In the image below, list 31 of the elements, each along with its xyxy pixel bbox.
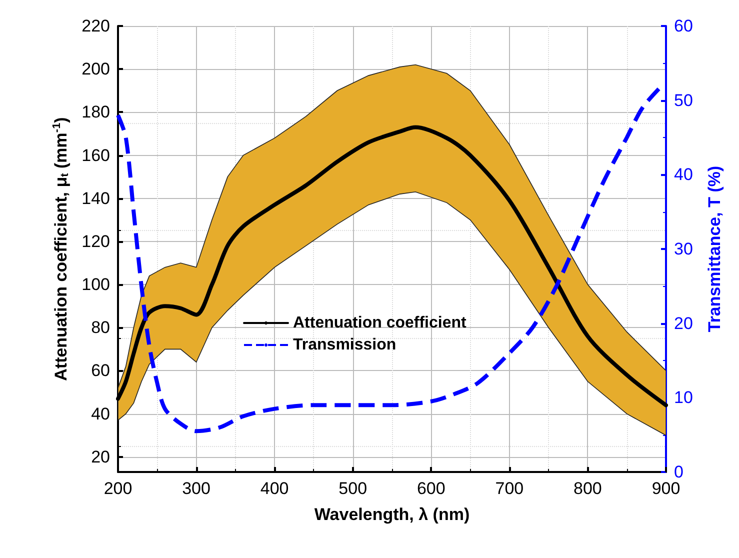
y-tick-label: 100 bbox=[82, 275, 110, 294]
y-tick-label: 120 bbox=[82, 232, 110, 251]
y2-tick-label: 50 bbox=[674, 90, 693, 110]
y-axis-title: Attenuation coefficient, μt (mm-1) bbox=[51, 117, 72, 381]
y2-tick-label: 60 bbox=[674, 16, 693, 36]
y-tick-label: 220 bbox=[82, 16, 110, 36]
x-axis-title: Wavelength, λ (nm) bbox=[314, 505, 470, 524]
x-tick-label: 600 bbox=[416, 479, 446, 498]
y2-tick-label: 10 bbox=[674, 388, 693, 408]
y-tick-label: 20 bbox=[91, 447, 110, 466]
y2-tick-label: 40 bbox=[674, 165, 693, 184]
legend-label: Attenuation coefficient bbox=[293, 314, 468, 332]
y2-axis-title: Transmittance, T (%) bbox=[705, 166, 724, 332]
y2-tick-label: 0 bbox=[674, 462, 684, 482]
y-tick-label: 40 bbox=[91, 404, 110, 424]
y-tick-label: 180 bbox=[82, 102, 110, 122]
y2-tick-label: 20 bbox=[674, 314, 693, 333]
y-tick-label: 160 bbox=[82, 146, 110, 165]
x-tick-label: 400 bbox=[260, 479, 289, 498]
y-tick-label: 200 bbox=[82, 60, 110, 79]
x-tick-label: 900 bbox=[652, 479, 680, 498]
x-tick-label: 500 bbox=[338, 479, 368, 498]
y-tick-label: 60 bbox=[91, 361, 110, 380]
y2-tick-label: 30 bbox=[674, 240, 693, 258]
y-tick-label: 140 bbox=[82, 188, 110, 208]
x-tick-label: 700 bbox=[495, 479, 524, 498]
x-tick-label: 300 bbox=[182, 479, 210, 498]
x-tick-label: 200 bbox=[104, 479, 132, 498]
y-tick-label: 80 bbox=[91, 318, 110, 338]
x-tick-label: 800 bbox=[574, 479, 602, 498]
legend-label: Transmission bbox=[293, 336, 396, 354]
